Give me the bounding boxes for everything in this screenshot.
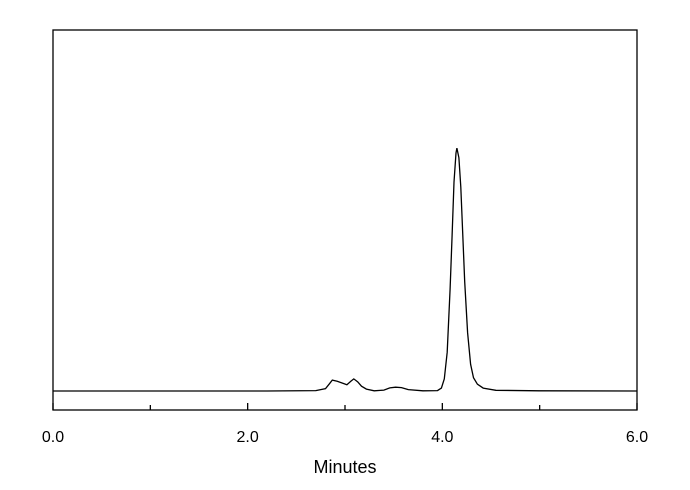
x-tick-label: 2.0 xyxy=(237,429,259,446)
x-tick-label: 0.0 xyxy=(42,429,64,446)
x-axis-title: Minutes xyxy=(313,457,376,477)
x-axis-ticks xyxy=(52,403,638,410)
x-tick-label: 4.0 xyxy=(431,429,453,446)
plot-frame xyxy=(52,29,638,411)
x-tick-label: 6.0 xyxy=(626,429,648,446)
series-line xyxy=(53,147,638,392)
x-axis-tick-labels: 0.0 2.0 4.0 6.0 xyxy=(42,429,648,446)
